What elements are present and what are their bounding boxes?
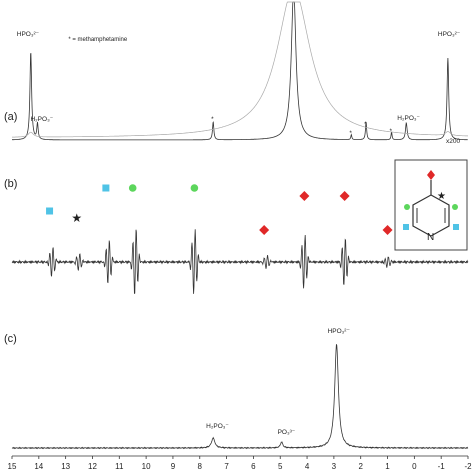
x-tick-label: 7 [224,462,229,471]
x-tick-label: 2 [358,462,363,471]
spectrum-a-expanded-trace [12,1,469,138]
square-marker [403,224,409,230]
diamond-marker [382,225,393,235]
circle-marker [404,204,410,210]
peak-annotation: HPO₃²⁻ [328,328,351,335]
spectrum-a-trace [12,1,468,141]
x-axis: 15 14 13 12 11 10 9 8 7 6 5 4 3 2 1 0 -1 -2 [8,455,472,471]
spectrum-b-trace [11,229,469,295]
x-tick-label: 14 [34,462,43,471]
square-marker [102,184,110,192]
x-tick-label: 13 [61,462,70,471]
peak-annotation: H₂PO₃⁻ [30,116,53,123]
diamond-marker [339,191,350,201]
spectrum-c-trace [11,344,469,450]
panel-c: H₂PO₃⁻ PO₃³⁻ HPO₃²⁻ [11,328,469,450]
scale-label: x200 [446,138,460,145]
peak-annotation: * [390,128,393,135]
panel-b-label: (b) [4,178,17,190]
panel-c-label: (c) [4,333,17,345]
x-tick-label: 6 [251,462,256,471]
x-tick-label: 4 [305,462,310,471]
circle-marker [128,184,137,192]
panel-b: ★ [11,184,469,295]
circle-marker [452,204,458,210]
diamond-marker [259,225,270,235]
peak-annotation: HPO₃²⁻ [17,31,40,38]
x-tick-label: -2 [464,462,472,471]
nitrogen-label: N [427,232,434,243]
peak-annotation: PO₃³⁻ [278,429,296,436]
pyridine-inset: N ★ [394,159,468,251]
x-tick-label: 11 [115,462,124,471]
x-tick-label: 5 [278,462,283,471]
peak-annotation: * [211,116,214,123]
x-tick-label: 1 [385,462,390,471]
peak-annotation: * [349,130,352,137]
diamond-marker [299,191,310,201]
peak-annotation: * [364,121,367,128]
x-tick-label: 15 [8,462,17,471]
x-tick-label: 12 [88,462,97,471]
x-tick-label: -1 [438,462,446,471]
x-tick-label: 3 [332,462,337,471]
peak-annotation: HPO₃²⁻ [438,31,461,38]
x-tick-label: 0 [412,462,417,471]
square-marker [453,224,459,230]
panel-a-label: (a) [4,111,17,123]
panel-a: HPO₃²⁻ H₂PO₃⁻ * = methamphetamine * * * * H₂PO₃… [12,1,469,145]
diamond-marker [427,170,435,180]
peak-annotation: H₂PO₃⁻ [206,423,229,430]
x-tick-label: 8 [198,462,203,471]
star-marker: ★ [71,211,82,225]
x-tick-label: 9 [171,462,176,471]
circle-marker [190,184,199,192]
pyridine-ring [412,194,450,237]
x-tick-label: 10 [142,462,151,471]
peak-annotation: H₂PO₃⁻ [397,115,420,122]
peak-annotation: * = methamphetamine [68,37,128,43]
star-marker: ★ [437,191,446,202]
square-marker [46,207,54,215]
